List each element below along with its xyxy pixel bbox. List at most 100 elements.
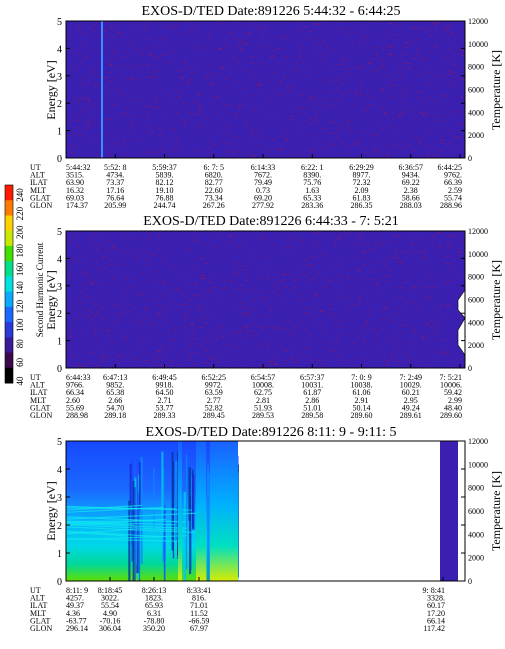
streak bbox=[183, 492, 187, 581]
orbit-value: 67.97 bbox=[190, 624, 208, 633]
y2-tick-label: 8000 bbox=[468, 273, 484, 282]
orbit-value: 205.99 bbox=[104, 201, 126, 210]
y2-tick-label: 6000 bbox=[468, 86, 484, 95]
colorbar-swatch bbox=[5, 291, 13, 308]
streak bbox=[132, 481, 135, 581]
panel-3-y2-axis: 0 2000 4000 6000 8000 10000 12000 bbox=[468, 437, 488, 586]
orbit-row-label: MLT bbox=[30, 609, 46, 618]
orbit-value: 117.42 bbox=[423, 624, 445, 633]
y-tick-label: 3 bbox=[57, 72, 62, 83]
band-line bbox=[65, 531, 127, 537]
band-line bbox=[65, 505, 192, 511]
orbit-value: 350.20 bbox=[143, 624, 165, 633]
orbit-row-label: MLT bbox=[30, 396, 46, 405]
panel-1-ylabel: Energy [eV] bbox=[44, 60, 58, 119]
orbit-row-label: GLON bbox=[30, 201, 52, 210]
orbit-value: 0.73 bbox=[256, 186, 270, 195]
orbit-value: 6.31 bbox=[147, 609, 161, 618]
colorbar-swatch bbox=[5, 200, 13, 216]
orbit-value: 73.37 bbox=[106, 178, 124, 187]
orbit-value: 7: 5:21 bbox=[440, 373, 462, 382]
panel-2-title: EXOS-D/TED Date:891226 6:44:33 - 7: 5:21 bbox=[143, 214, 398, 229]
streak bbox=[136, 458, 138, 550]
orbit-value: 63.59 bbox=[205, 388, 223, 397]
orbit-value: 3515. bbox=[66, 171, 84, 180]
orbit-value: 17.16 bbox=[106, 186, 124, 195]
orbit-value: 79.49 bbox=[254, 178, 272, 187]
y2-tick-label: 4000 bbox=[468, 318, 484, 327]
panel-1-title: EXOS-D/TED Date:891226 5:44:32 - 6:44:25 bbox=[142, 4, 401, 19]
colorbar-tick-label: 180 bbox=[15, 244, 25, 258]
orbit-value: 2.38 bbox=[404, 186, 418, 195]
orbit-row-label: ILAT bbox=[30, 388, 47, 397]
panel-1: EXOS-D/TED Date:891226 5:44:32 - 6:44:25… bbox=[30, 4, 503, 210]
orbit-row-label: GLAT bbox=[30, 193, 51, 202]
orbit-value: 2.77 bbox=[207, 396, 221, 405]
orbit-value: 61.83 bbox=[353, 193, 371, 202]
y2-tick-label: 6000 bbox=[468, 507, 484, 516]
orbit-value: 5839. bbox=[156, 171, 174, 180]
orbit-value: 71.01 bbox=[190, 601, 208, 610]
orbit-value: 49.37 bbox=[66, 601, 84, 610]
y2-tick-label: 10000 bbox=[468, 460, 488, 469]
orbit-value: 62.75 bbox=[254, 388, 272, 397]
panel-2-orbit-table: UT 6:44:33 6:47:13 6:49:45 6:52:25 6:54:57 6:5… bbox=[30, 364, 462, 420]
y-tick-label: 1 bbox=[57, 337, 62, 348]
orbit-value: 8:33:41 bbox=[187, 586, 211, 595]
orbit-value: 66.34 bbox=[66, 388, 84, 397]
orbit-value: 10038. bbox=[351, 381, 373, 390]
y-tick-label: 2 bbox=[57, 99, 62, 110]
orbit-value: 2.09 bbox=[355, 186, 369, 195]
panel-2-plot bbox=[66, 231, 465, 368]
orbit-value: 10031. bbox=[301, 381, 323, 390]
colorbar-label: Second Harmonic Current bbox=[35, 242, 45, 337]
panel-2-y2-axis: 0 2000 4000 6000 8000 10000 12000 bbox=[468, 227, 488, 373]
orbit-value: 60.17 bbox=[427, 601, 445, 610]
orbit-value: 288.98 bbox=[66, 411, 88, 420]
orbit-value: 6: 7: 5 bbox=[204, 163, 224, 172]
orbit-value: 66.39 bbox=[444, 178, 462, 187]
colorbar-swatch bbox=[5, 261, 13, 277]
y2-tick-label: 8000 bbox=[468, 484, 484, 493]
panel-3-burst-b bbox=[196, 441, 206, 581]
orbit-value: 2.59 bbox=[448, 186, 462, 195]
panel-3-burst-c bbox=[210, 441, 238, 581]
orbit-value: 10029. bbox=[400, 381, 422, 390]
y-tick-label: 3 bbox=[57, 493, 62, 504]
orbit-value: 244.74 bbox=[154, 201, 176, 210]
y2-tick-label: 0 bbox=[468, 154, 472, 163]
panel-3-frame bbox=[65, 440, 466, 582]
orbit-value: 2.71 bbox=[158, 396, 172, 405]
noise-speckle bbox=[67, 231, 467, 368]
orbit-value: -70.16 bbox=[100, 616, 121, 625]
orbit-value: 58.66 bbox=[402, 193, 420, 202]
orbit-value: 6:22: 1 bbox=[301, 163, 323, 172]
band-line bbox=[65, 516, 186, 523]
y-tick-label: 1 bbox=[57, 549, 62, 560]
panel-1-y2label: Temperature [K] bbox=[489, 50, 503, 130]
colorbar-tick-label: 220 bbox=[15, 206, 25, 220]
orbit-row-label: UT bbox=[30, 163, 41, 172]
streak bbox=[137, 492, 139, 541]
colorbar-tick-label: 200 bbox=[15, 225, 25, 239]
orbit-value: 61.87 bbox=[303, 388, 321, 397]
colorbar: 40 60 80 100 120 140 160 180 200 220 240 Second Ha… bbox=[4, 184, 45, 386]
streak bbox=[171, 452, 174, 551]
colorbar-swatch bbox=[5, 337, 13, 354]
orbit-row-label: GLAT bbox=[30, 403, 51, 412]
orbit-value: 69.03 bbox=[66, 193, 84, 202]
panel-3-y-axis: 0 1 2 3 4 5 bbox=[57, 437, 465, 588]
colorbar-ticks: 40 60 80 100 120 140 160 180 200 220 240 bbox=[15, 188, 25, 386]
orbit-value: 283.36 bbox=[301, 201, 323, 210]
streak bbox=[153, 468, 155, 530]
panel-2-frame bbox=[65, 230, 466, 369]
orbit-value: 10008. bbox=[252, 381, 274, 390]
y-tick-label: 2 bbox=[57, 521, 62, 532]
y-tick-label: 5 bbox=[57, 17, 62, 28]
orbit-value: 16.32 bbox=[66, 186, 84, 195]
orbit-value: 65.38 bbox=[106, 388, 124, 397]
panel-2-y-axis: 0 1 2 3 4 5 bbox=[57, 227, 465, 375]
orbit-value: 5:44:32 bbox=[66, 163, 90, 172]
orbit-value: 1823. bbox=[145, 594, 163, 603]
